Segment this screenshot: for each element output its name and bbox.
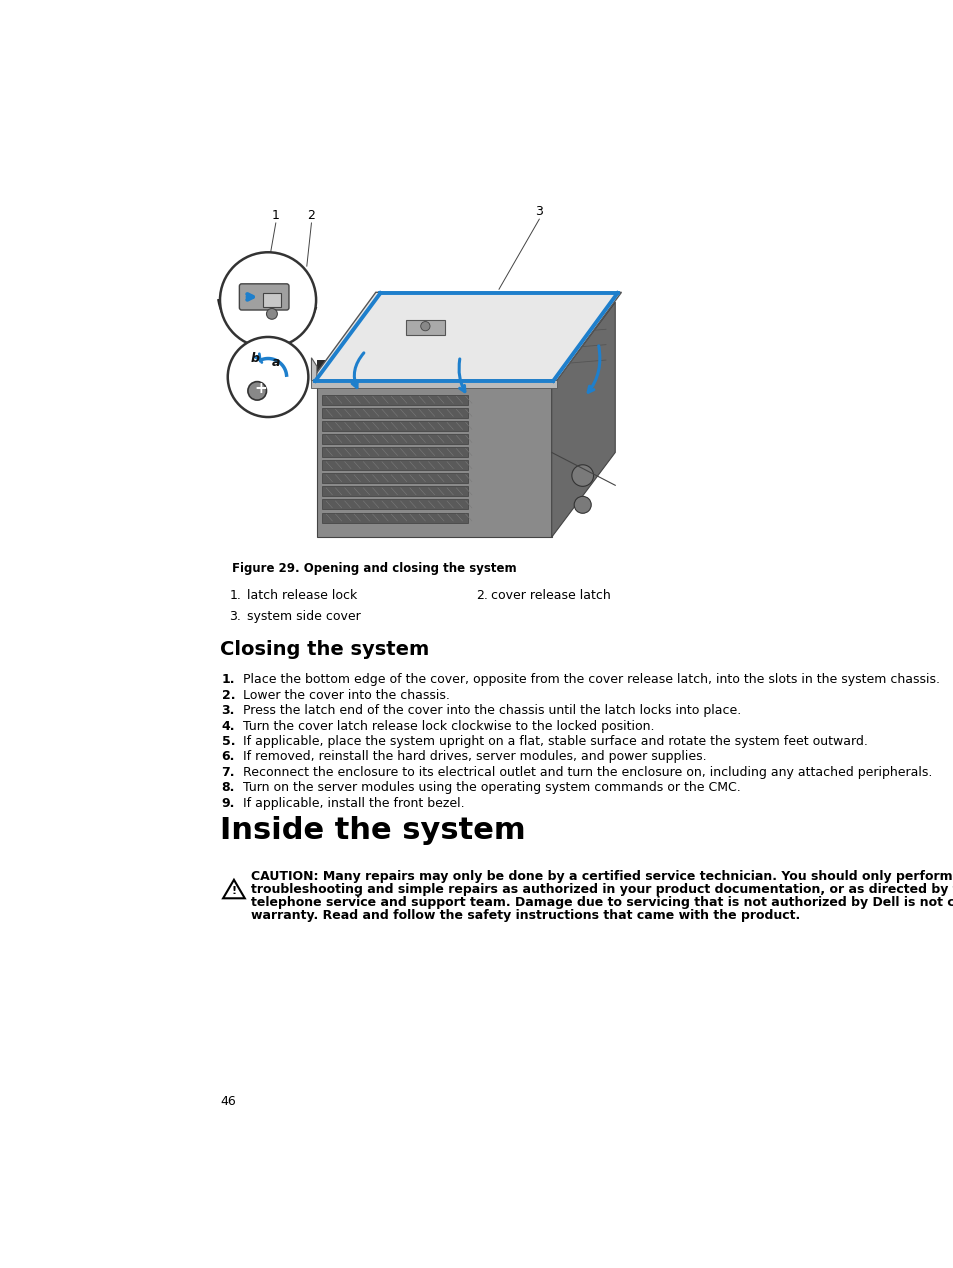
Text: system side cover: system side cover (247, 610, 360, 624)
Text: 7.: 7. (221, 766, 234, 779)
Text: If applicable, install the front bezel.: If applicable, install the front bezel. (243, 796, 464, 810)
Polygon shape (322, 421, 468, 431)
Text: 8.: 8. (221, 781, 234, 794)
Text: If removed, reinstall the hard drives, server modules, and power supplies.: If removed, reinstall the hard drives, s… (243, 751, 706, 763)
Text: 2.: 2. (476, 588, 487, 602)
Text: Reconnect the enclosure to its electrical outlet and turn the enclosure on, incl: Reconnect the enclosure to its electrica… (243, 766, 932, 779)
Text: 6.: 6. (221, 751, 234, 763)
Circle shape (266, 308, 277, 320)
Text: 46: 46 (220, 1096, 235, 1108)
Text: b: b (251, 351, 260, 365)
Polygon shape (322, 434, 468, 444)
Text: Lower the cover into the chassis.: Lower the cover into the chassis. (243, 689, 450, 702)
Text: 1: 1 (272, 209, 279, 222)
Text: Closing the system: Closing the system (220, 640, 429, 659)
Polygon shape (311, 293, 620, 380)
Text: 1.: 1. (229, 588, 241, 602)
Polygon shape (311, 358, 316, 387)
Polygon shape (316, 302, 615, 387)
Text: 2.: 2. (221, 689, 234, 702)
Text: telephone service and support team. Damage due to servicing that is not authoriz: telephone service and support team. Dama… (251, 896, 953, 909)
Polygon shape (322, 487, 468, 496)
Polygon shape (322, 512, 468, 522)
Text: 5.: 5. (221, 735, 234, 748)
Polygon shape (322, 500, 468, 510)
Text: CAUTION: Many repairs may only be done by a certified service technician. You sh: CAUTION: Many repairs may only be done b… (251, 870, 952, 883)
Text: 3: 3 (535, 205, 542, 218)
Text: Turn the cover latch release lock clockwise to the locked position.: Turn the cover latch release lock clockw… (243, 720, 654, 733)
Circle shape (220, 252, 315, 347)
Circle shape (571, 465, 593, 487)
Polygon shape (223, 880, 245, 898)
Text: 3.: 3. (229, 610, 241, 624)
Text: 2: 2 (307, 209, 315, 222)
Text: Inside the system: Inside the system (220, 817, 525, 844)
Text: !: ! (232, 886, 236, 896)
Polygon shape (316, 387, 551, 538)
Text: 3.: 3. (221, 704, 234, 718)
Polygon shape (322, 473, 468, 483)
Circle shape (228, 337, 308, 417)
Text: Figure 29. Opening and closing the system: Figure 29. Opening and closing the syste… (232, 562, 516, 574)
Text: latch release lock: latch release lock (247, 588, 357, 602)
Text: a: a (272, 356, 280, 369)
Text: Turn on the server modules using the operating system commands or the CMC.: Turn on the server modules using the ope… (243, 781, 740, 794)
Polygon shape (551, 302, 615, 538)
Polygon shape (406, 320, 444, 336)
Polygon shape (322, 408, 468, 418)
Circle shape (248, 382, 266, 401)
Text: +: + (253, 382, 267, 396)
Text: Place the bottom edge of the cover, opposite from the cover release latch, into : Place the bottom edge of the cover, oppo… (243, 673, 940, 686)
Polygon shape (322, 394, 468, 404)
Text: troubleshooting and simple repairs as authorized in your product documentation, : troubleshooting and simple repairs as au… (251, 883, 953, 896)
FancyBboxPatch shape (239, 284, 289, 309)
Text: Press the latch end of the cover into the chassis until the latch locks into pla: Press the latch end of the cover into th… (243, 704, 740, 718)
Polygon shape (311, 380, 557, 388)
Text: cover release latch: cover release latch (491, 588, 610, 602)
Polygon shape (322, 448, 468, 456)
Text: 9.: 9. (221, 796, 234, 810)
Text: warranty. Read and follow the safety instructions that came with the product.: warranty. Read and follow the safety ins… (251, 909, 800, 922)
Text: 1.: 1. (221, 673, 234, 686)
Polygon shape (322, 460, 468, 470)
Text: If applicable, place the system upright on a flat, stable surface and rotate the: If applicable, place the system upright … (243, 735, 867, 748)
Circle shape (574, 496, 591, 514)
FancyBboxPatch shape (262, 293, 281, 307)
Polygon shape (316, 360, 551, 387)
Circle shape (420, 322, 430, 331)
Text: 4.: 4. (221, 720, 234, 733)
